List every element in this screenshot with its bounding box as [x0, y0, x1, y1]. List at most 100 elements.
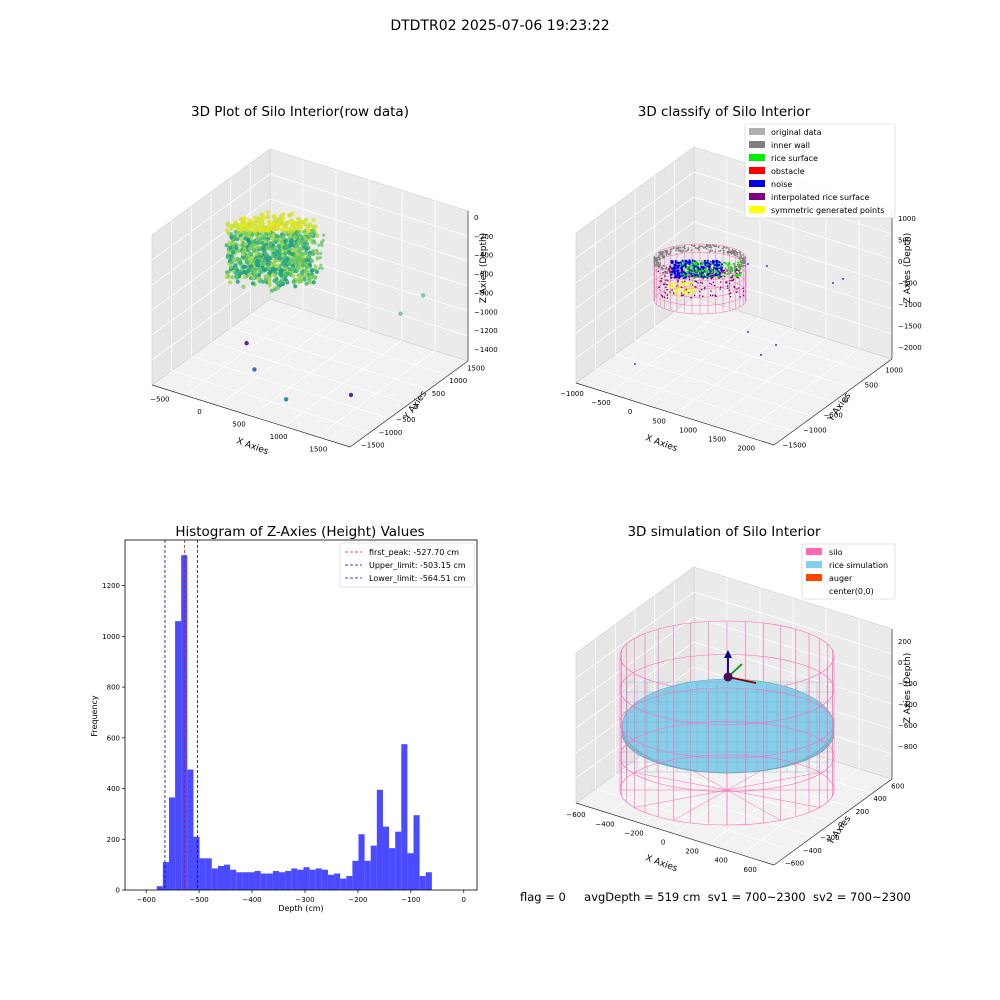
raw-point	[315, 233, 320, 238]
noise-point	[712, 262, 715, 265]
inner-wall-point	[654, 257, 657, 260]
rice-surface-point	[702, 261, 705, 264]
raw-point	[228, 280, 233, 285]
raw-point	[270, 261, 275, 266]
raw-point	[313, 264, 318, 269]
raw-point	[310, 268, 315, 273]
interpolated-point	[701, 268, 704, 270]
interpolated-point	[718, 277, 720, 279]
legend-swatch	[749, 193, 765, 200]
inner-wall-point	[668, 253, 671, 255]
inner-wall-point	[719, 249, 722, 252]
interpolated-point	[703, 270, 706, 272]
raw-point	[267, 219, 272, 225]
legend-label: noise	[771, 180, 792, 189]
inner-wall-point	[715, 245, 718, 248]
inner-wall-point	[731, 267, 734, 270]
interpolated-point	[664, 283, 666, 285]
raw-point	[267, 256, 273, 261]
symmetric-point	[673, 282, 675, 284]
histogram-bar	[407, 853, 414, 890]
raw-point	[241, 252, 246, 257]
inner-wall-point	[690, 244, 693, 247]
rice-surface-point	[704, 271, 707, 274]
raw-point	[235, 279, 240, 284]
raw-point	[294, 263, 298, 267]
interpolated-point	[657, 270, 660, 273]
rice-surface-point	[692, 269, 695, 272]
x-axis-line	[575, 802, 775, 866]
inner-wall-point	[675, 249, 677, 252]
raw-point	[245, 237, 251, 242]
rice-surface-point	[699, 263, 702, 266]
raw-point	[275, 286, 281, 291]
inner-wall-point	[659, 257, 661, 260]
inner-wall-point	[743, 265, 745, 267]
rice-surface-point	[733, 263, 736, 266]
panel4-auger-axes	[723, 650, 757, 684]
raw-point	[311, 249, 315, 253]
raw-point	[258, 225, 264, 230]
inner-wall-point	[738, 251, 741, 254]
inner-wall-point	[700, 245, 702, 248]
symmetric-point	[676, 290, 679, 293]
interpolated-point	[728, 289, 731, 292]
x-tick-label: 500	[652, 417, 665, 425]
interpolated-point	[722, 271, 724, 274]
interpolated-point	[719, 273, 721, 276]
raw-point	[226, 250, 231, 255]
legend-label: Lower_limit: -564.51 cm	[369, 574, 466, 583]
raw-point	[275, 217, 280, 222]
raw-point	[265, 214, 270, 220]
histogram-bar	[248, 872, 255, 890]
raw-point	[236, 230, 241, 235]
raw-point	[254, 226, 259, 231]
raw-point	[256, 245, 261, 250]
noise-point	[690, 272, 693, 275]
interpolated-point	[666, 283, 668, 286]
noise-point	[675, 276, 678, 279]
inner-wall-point	[735, 265, 737, 268]
legend-label: symmetric generated points	[771, 206, 884, 215]
raw-point	[225, 254, 230, 259]
interpolated-point	[669, 272, 671, 274]
raw-point	[302, 277, 307, 282]
y-tick-label: 0	[414, 403, 418, 411]
inner-wall-point	[714, 250, 717, 253]
raw-point	[319, 263, 323, 267]
raw-point	[248, 218, 253, 223]
interpolated-point	[703, 288, 706, 290]
outlier-point	[283, 397, 289, 402]
auger-z-arrowhead	[724, 650, 732, 658]
interpolated-point	[728, 293, 731, 295]
symmetric-point	[668, 282, 671, 285]
interpolated-point	[667, 279, 669, 282]
raw-point	[253, 231, 258, 236]
silo-floor-spoke	[673, 789, 728, 821]
interpolated-point	[737, 287, 740, 289]
rice-surface-point	[737, 263, 740, 266]
raw-point	[245, 227, 250, 232]
raw-point	[322, 233, 326, 237]
silo-ring	[619, 687, 835, 759]
raw-point	[267, 225, 272, 230]
legend-swatch	[806, 561, 822, 568]
panel4-x-label: X Axies	[644, 853, 679, 874]
inner-wall-point	[681, 250, 684, 253]
interpolated-point	[679, 271, 681, 273]
raw-point	[225, 221, 230, 226]
histogram-bar	[303, 867, 310, 890]
inner-wall-point	[687, 248, 690, 251]
rice-surface-point	[723, 261, 726, 264]
raw-point	[232, 234, 238, 239]
histogram-bar	[272, 870, 280, 890]
histogram-bar	[327, 874, 335, 890]
inner-wall-point	[712, 244, 714, 246]
histogram-bar	[168, 797, 176, 890]
legend-label: rice simulation	[829, 561, 888, 570]
raw-point	[265, 210, 270, 215]
histogram-bar	[205, 858, 212, 890]
x-tick-label: −600	[137, 896, 156, 904]
z-tick-label: −500	[898, 280, 917, 288]
inner-wall-point	[655, 261, 658, 264]
